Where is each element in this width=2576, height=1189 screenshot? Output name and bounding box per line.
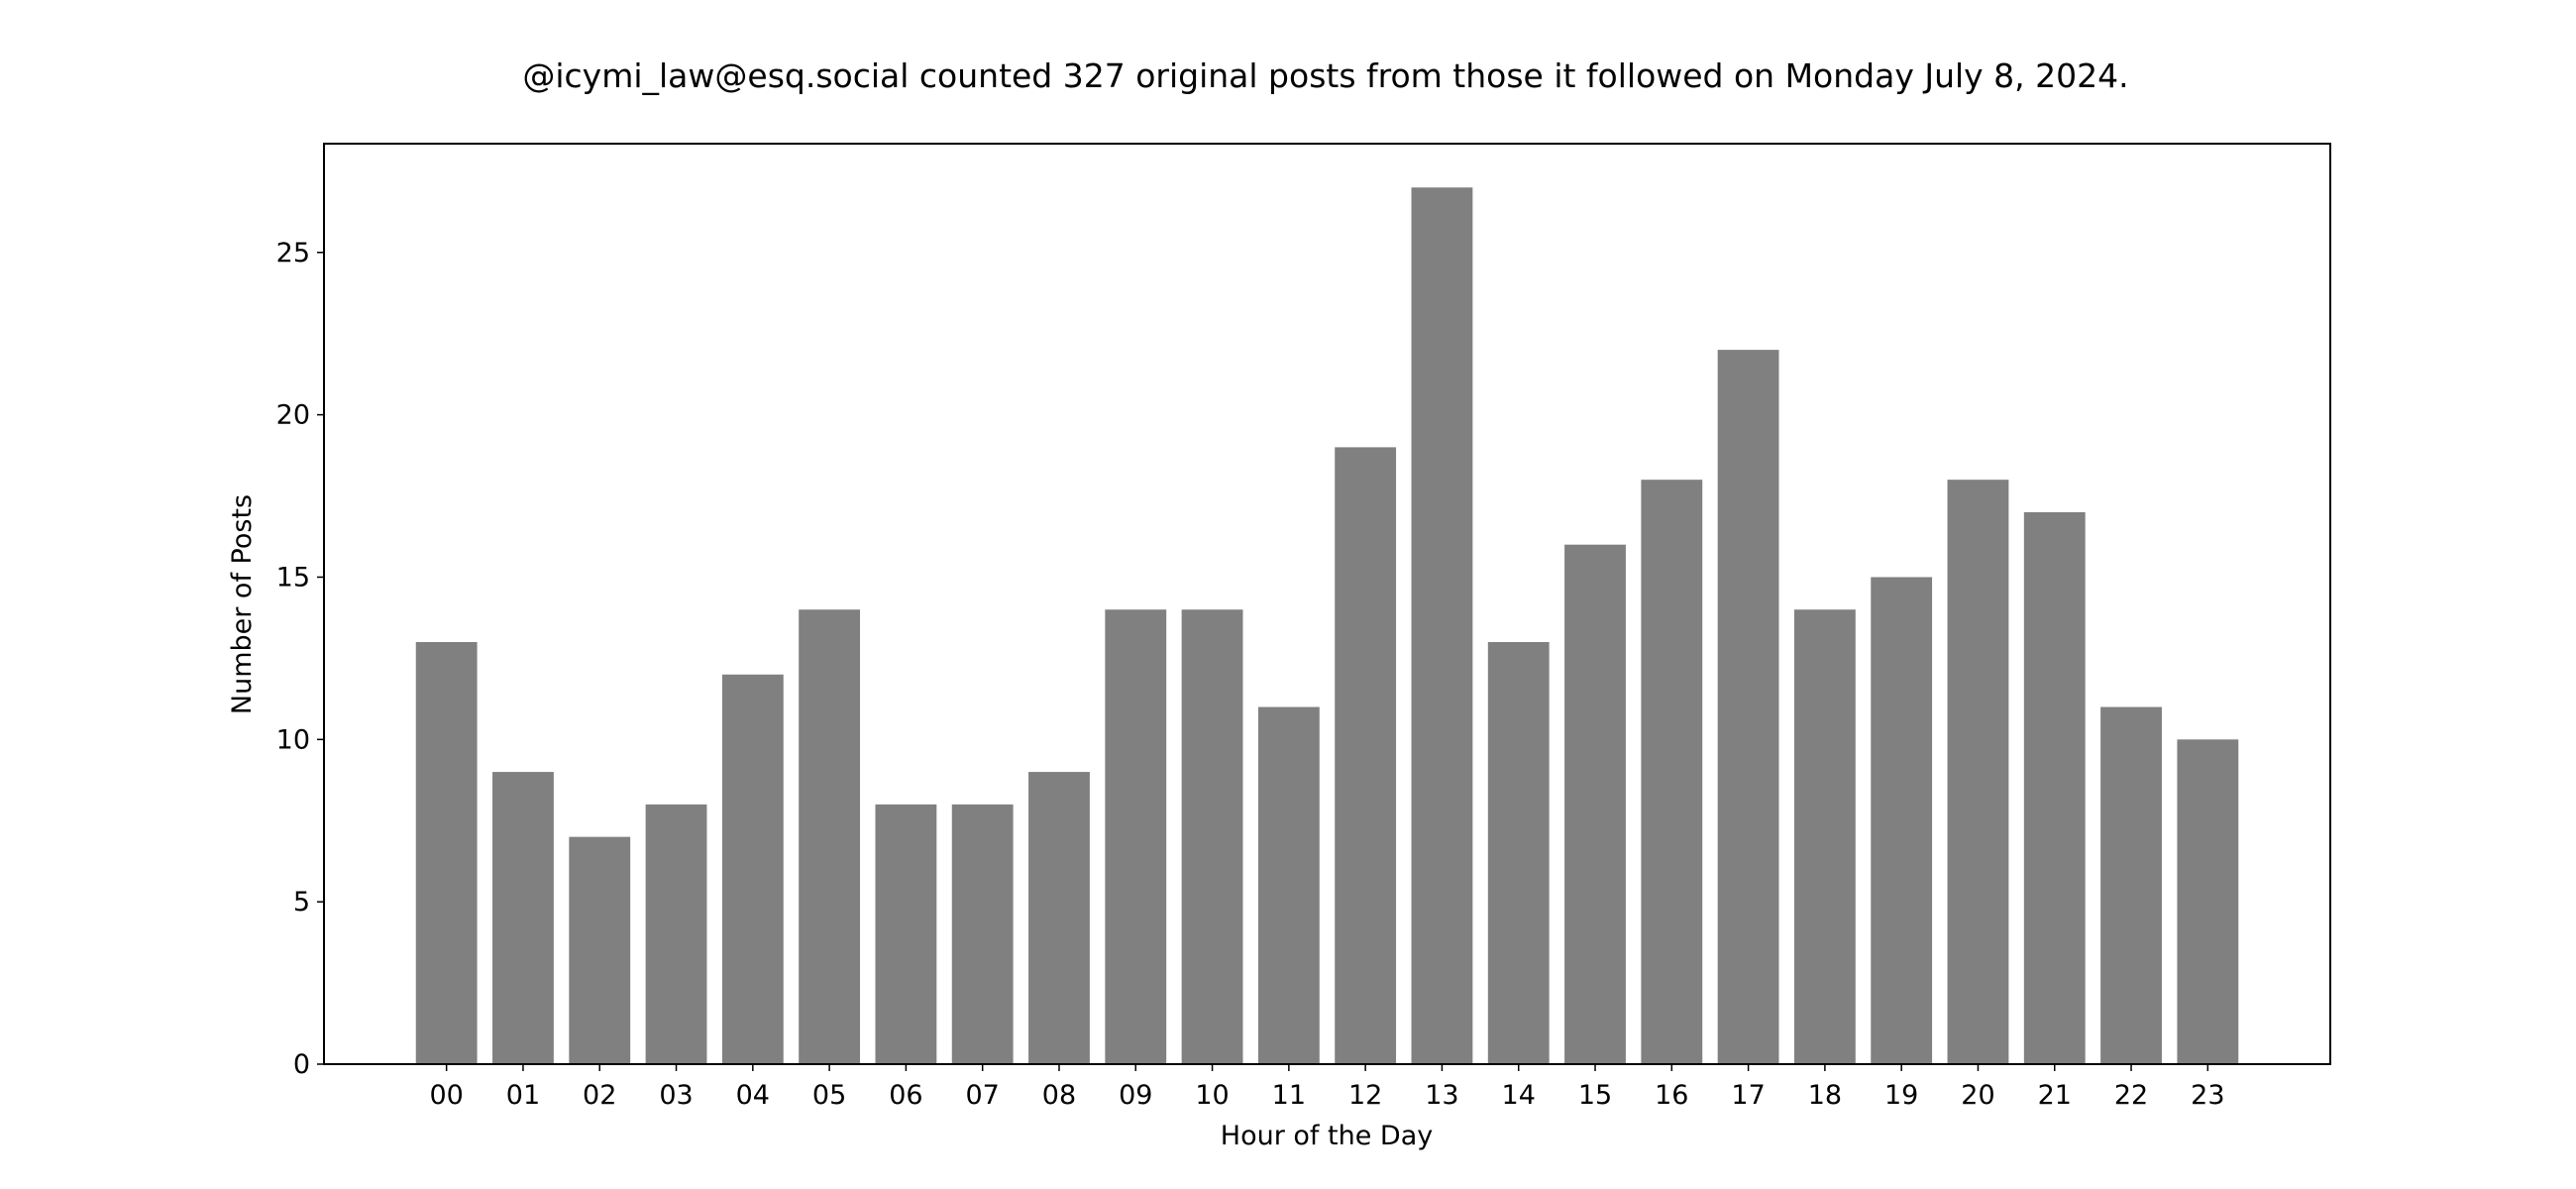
x-tick-label: 09 (1119, 1080, 1152, 1111)
x-tick-label: 18 (1808, 1080, 1842, 1111)
y-tick-label: 15 (276, 562, 310, 593)
bar-hour-08 (1028, 772, 1090, 1064)
bar-hour-21 (2023, 511, 2086, 1064)
bar-hour-14 (1487, 642, 1550, 1064)
bar-hour-01 (492, 772, 554, 1064)
bar-hour-05 (799, 609, 861, 1064)
y-tick-label: 0 (293, 1049, 310, 1080)
bar-hour-10 (1181, 609, 1243, 1064)
y-axis-title: Number of Posts (227, 494, 258, 714)
y-tick-label: 20 (276, 400, 310, 431)
bar-hour-11 (1257, 706, 1320, 1064)
x-tick-label: 01 (506, 1080, 540, 1111)
x-tick-label: 06 (889, 1080, 922, 1111)
x-tick-label: 05 (812, 1080, 846, 1111)
x-tick-label: 19 (1884, 1080, 1918, 1111)
bar-hour-15 (1564, 544, 1626, 1064)
x-tick-label: 15 (1578, 1080, 1612, 1111)
bar-hour-00 (415, 642, 478, 1064)
y-axis: 0 5 10 15 20 25 (276, 238, 324, 1080)
bar-hour-09 (1105, 609, 1167, 1064)
bar-hour-02 (569, 836, 631, 1064)
y-tick-label: 25 (276, 238, 310, 269)
x-tick-label: 12 (1348, 1080, 1382, 1111)
x-tick-label: 22 (2114, 1080, 2148, 1111)
bar-hour-22 (2100, 706, 2162, 1064)
x-tick-label: 00 (429, 1080, 463, 1111)
bar-hour-12 (1335, 447, 1397, 1064)
y-tick-label: 10 (276, 724, 310, 755)
plot-area-frame (323, 143, 2331, 1065)
x-tick-label: 21 (2038, 1080, 2072, 1111)
chart-title: @icymi_law@esq.social counted 327 origin… (522, 56, 2128, 95)
x-tick-label: 03 (659, 1080, 693, 1111)
bar-hour-07 (951, 804, 1014, 1064)
x-axis: 00 01 02 03 04 05 06 07 08 09 10 11 12 13 14 15 16 17 18 19… (429, 1064, 2225, 1111)
bars-group (415, 187, 2239, 1065)
x-axis-title: Hour of the Day (1221, 1121, 1433, 1151)
x-tick-label: 23 (2191, 1080, 2224, 1111)
bar-hour-16 (1641, 480, 1703, 1064)
bar-hour-18 (1793, 609, 1856, 1064)
x-tick-label: 08 (1042, 1080, 1076, 1111)
x-tick-label: 13 (1425, 1080, 1458, 1111)
bar-hour-23 (2177, 739, 2239, 1064)
bar-hour-19 (1871, 577, 1933, 1064)
x-tick-label: 10 (1195, 1080, 1229, 1111)
x-tick-label: 04 (736, 1080, 770, 1111)
x-tick-label: 02 (583, 1080, 616, 1111)
x-tick-label: 16 (1655, 1080, 1688, 1111)
bar-hour-17 (1717, 350, 1779, 1065)
x-tick-label: 20 (1961, 1080, 1994, 1111)
x-tick-label: 17 (1731, 1080, 1765, 1111)
bar-hour-13 (1411, 187, 1473, 1065)
x-tick-label: 07 (966, 1080, 1000, 1111)
x-tick-label: 14 (1502, 1080, 1536, 1111)
x-tick-label: 11 (1272, 1080, 1306, 1111)
bar-hour-06 (875, 804, 937, 1064)
bar-hour-04 (721, 674, 784, 1064)
y-tick-label: 5 (293, 887, 310, 918)
bar-hour-03 (645, 804, 707, 1064)
bar-hour-20 (1947, 480, 2009, 1064)
